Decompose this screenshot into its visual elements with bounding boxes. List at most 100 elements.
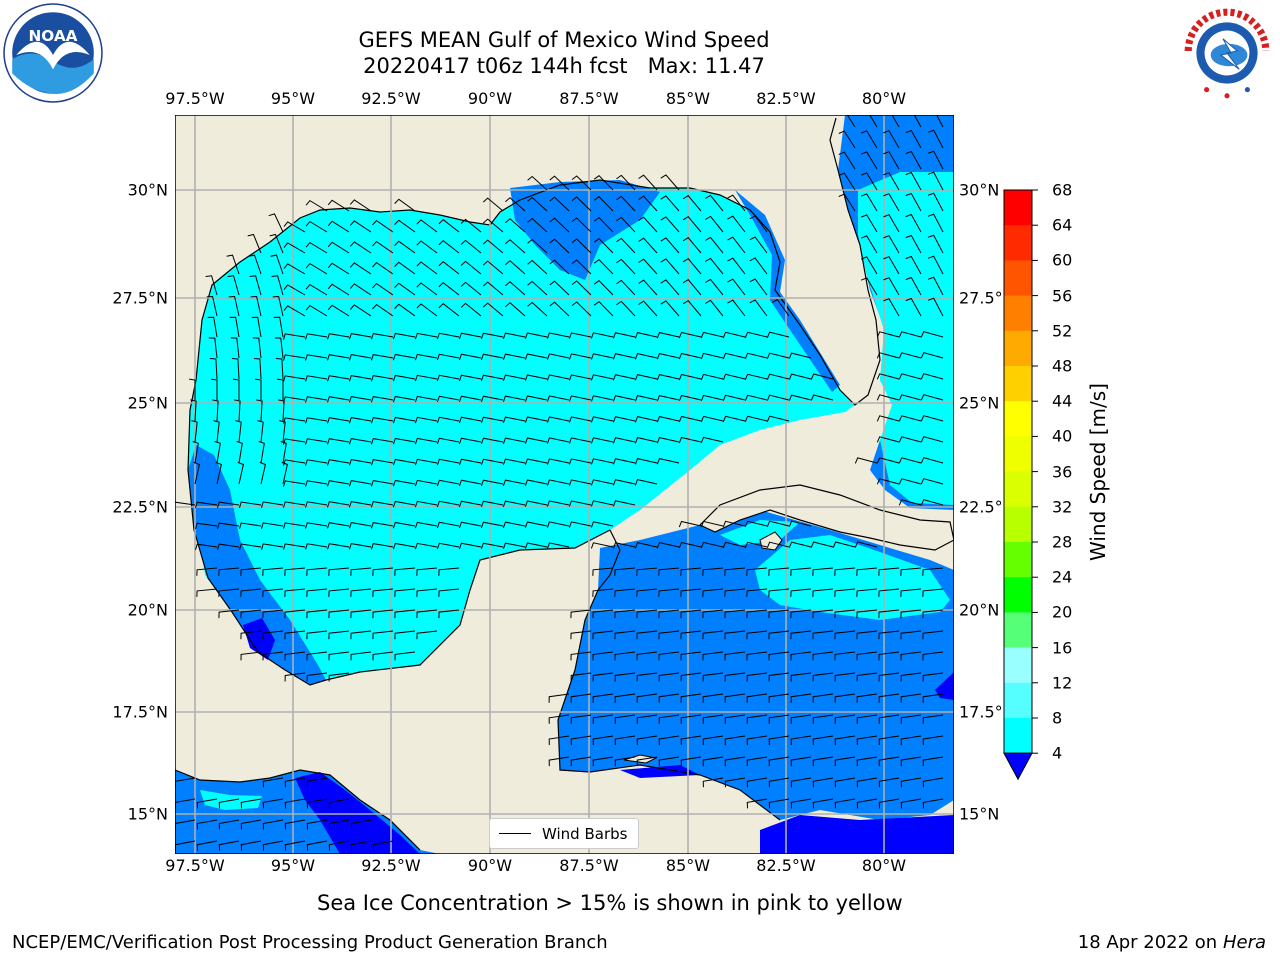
- wind-barb: [592, 609, 614, 619]
- wind-barb: [612, 416, 636, 423]
- wind-barb: [790, 735, 812, 746]
- wind-barb: [593, 175, 614, 191]
- wind-barb: [891, 115, 900, 128]
- wind-barb: [678, 373, 702, 381]
- wind-barb: [348, 396, 372, 403]
- wind-barb: [480, 437, 504, 444]
- wind-barb: [505, 260, 526, 275]
- wind-barb: [878, 798, 900, 809]
- wind-barb: [327, 396, 350, 403]
- wind-barb: [790, 651, 812, 661]
- wind-barb: [920, 478, 944, 485]
- wind-barb: [638, 237, 658, 254]
- wind-barb: [206, 295, 218, 317]
- wind-barb: [920, 331, 944, 338]
- wind-barb: [213, 420, 220, 443]
- lon-label-top: 87.5°W: [559, 89, 619, 108]
- wind-barb: [350, 819, 372, 830]
- wind-barb: [460, 260, 482, 275]
- wind-barb: [856, 798, 878, 809]
- wind-barb: [482, 260, 504, 275]
- wind-barb: [436, 374, 460, 382]
- wind-barb: [348, 501, 372, 508]
- wind-barb: [370, 480, 394, 487]
- wind-barb: [724, 756, 746, 767]
- wind-barb: [612, 353, 636, 360]
- wind-barb: [327, 304, 350, 317]
- wind-barb: [724, 693, 746, 703]
- wind-barb: [680, 630, 702, 640]
- wind-barb: [327, 283, 350, 296]
- wind-barb: [922, 714, 944, 724]
- wind-barb: [305, 396, 328, 403]
- wind-barb: [768, 630, 790, 640]
- wind-barb: [898, 415, 922, 422]
- wind-barb: [592, 588, 614, 597]
- wind-barb: [328, 630, 350, 640]
- colorbar-segment: [1004, 260, 1032, 297]
- wind-barb: [394, 303, 416, 317]
- wind-barb: [614, 735, 636, 746]
- wind-barb: [702, 714, 724, 724]
- wind-barb: [546, 437, 570, 444]
- lat-label-right: 20°N: [959, 600, 1000, 620]
- lon-label-bottom: 90°W: [467, 856, 513, 875]
- wind-barb: [228, 295, 240, 317]
- wind-barb: [327, 543, 350, 550]
- wind-barb: [305, 262, 328, 275]
- wind-barb: [771, 299, 790, 317]
- wind-barb: [370, 522, 394, 529]
- wind-barb: [546, 374, 570, 381]
- colorbar-tick-label: 4: [1052, 743, 1063, 763]
- wind-barb: [546, 416, 570, 423]
- wind-barb: [876, 331, 900, 338]
- wind-barb: [502, 521, 526, 528]
- wind-barb: [259, 461, 266, 485]
- wind-barb: [217, 501, 240, 508]
- wind-barb: [660, 195, 680, 212]
- wind-barb: [856, 714, 878, 724]
- wind-barb: [568, 458, 592, 465]
- wind-barb: [616, 216, 636, 233]
- wind-barb: [460, 302, 482, 317]
- wind-barb: [860, 130, 878, 149]
- wind-barb: [682, 216, 702, 233]
- wind-barb: [239, 501, 262, 508]
- wind-barb: [458, 458, 482, 466]
- wind-barb: [527, 259, 548, 275]
- wind-barb: [327, 480, 350, 487]
- wind-barb: [458, 395, 482, 403]
- lat-label-left: 20°N: [127, 600, 168, 620]
- wind-barb: [856, 609, 878, 619]
- wind-barb: [656, 458, 680, 465]
- wind-barb: [658, 651, 680, 661]
- wind-barb: [922, 756, 944, 767]
- wind-barb: [905, 171, 922, 191]
- wind-barb: [834, 588, 856, 597]
- legend-line-icon: [499, 833, 531, 834]
- wind-barb: [744, 331, 768, 338]
- wind-barb: [348, 480, 372, 487]
- wind-barb: [788, 520, 812, 527]
- wind-barb: [234, 399, 241, 422]
- wind-barb: [724, 630, 746, 640]
- wind-barb: [275, 358, 284, 380]
- wind-barb: [392, 500, 416, 508]
- wind-barb: [480, 521, 504, 528]
- wind-barb: [878, 756, 900, 767]
- wind-barb: [590, 395, 614, 402]
- wind-barb: [438, 588, 460, 597]
- wind-barb: [305, 304, 328, 317]
- wind-barb: [705, 278, 724, 296]
- wind-barb: [349, 304, 372, 317]
- wind-barb: [348, 522, 372, 529]
- wind-barb: [328, 672, 350, 682]
- wind-barb: [414, 416, 438, 424]
- wind-barb: [656, 542, 680, 549]
- wind-barb: [258, 441, 265, 464]
- wind-barb: [590, 458, 614, 465]
- wind-barb: [305, 241, 328, 254]
- wind-barb: [883, 277, 900, 296]
- wind-barb: [658, 735, 680, 746]
- wind-barb: [327, 459, 350, 466]
